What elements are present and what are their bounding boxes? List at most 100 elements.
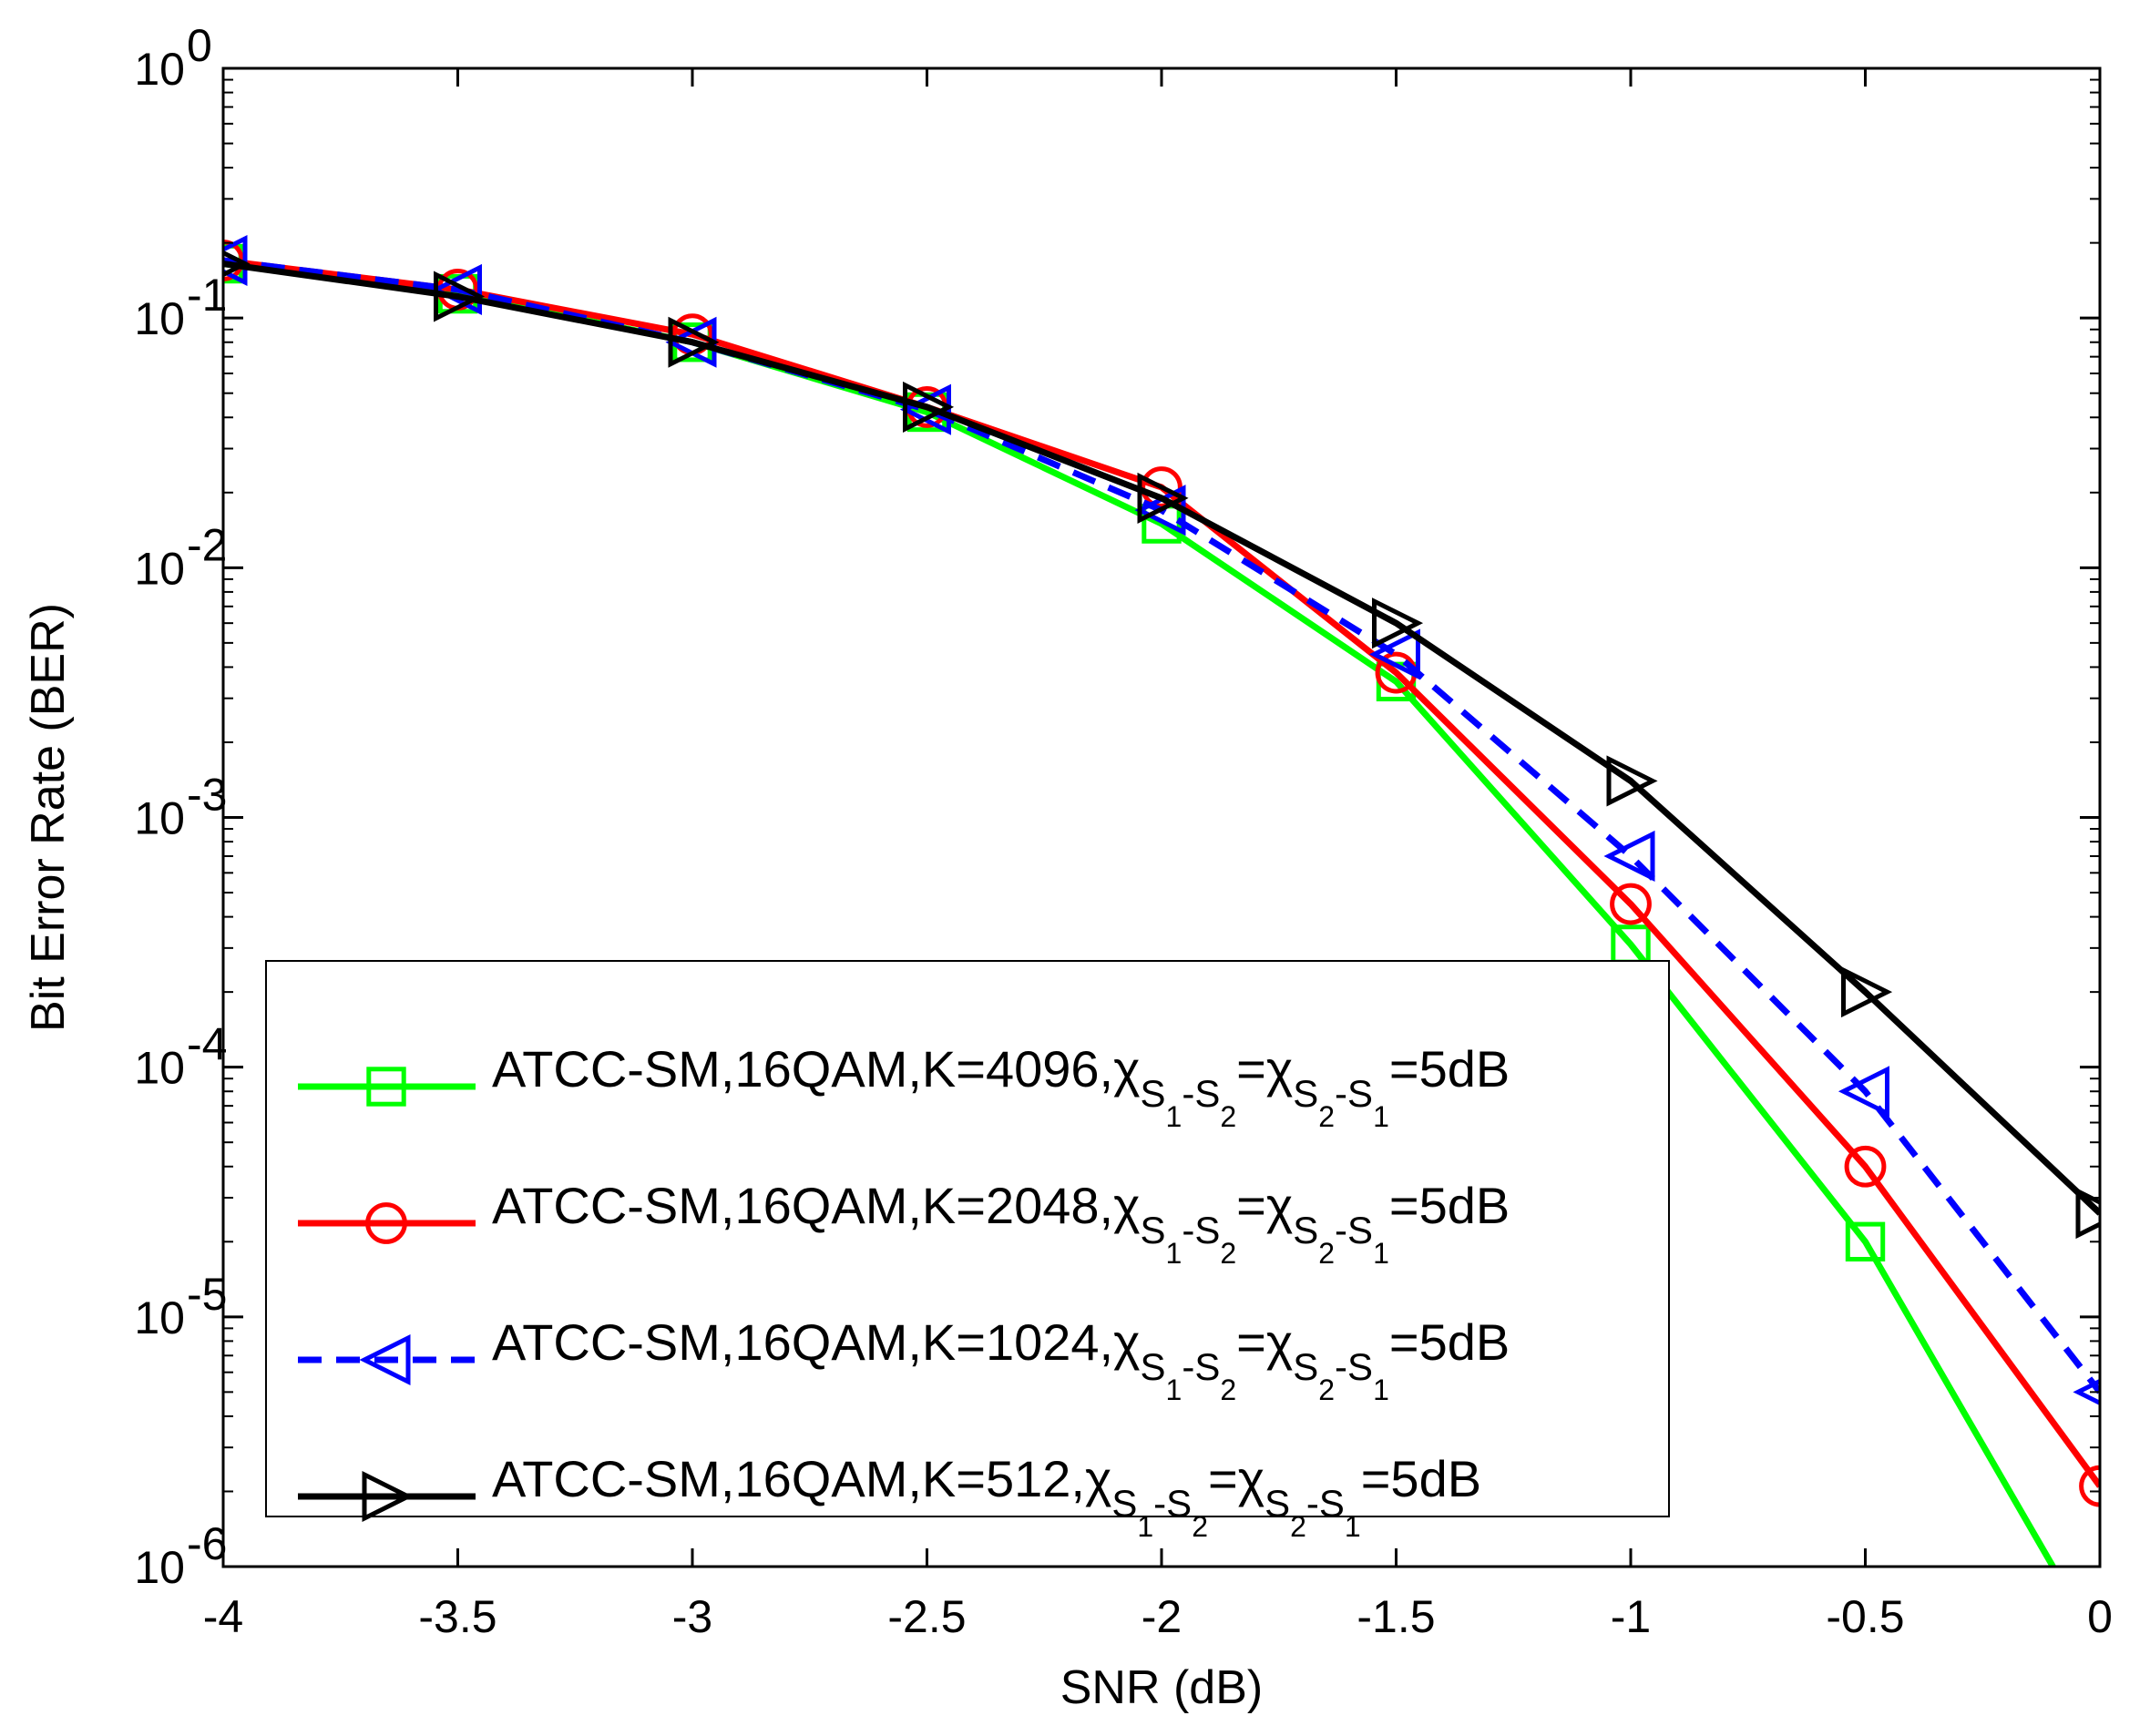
legend-main-text: ATCC-SM,16QAM,K=1024,: [492, 1313, 1113, 1371]
legend-sub-index: 1: [1166, 1100, 1182, 1133]
legend-equals: =: [1236, 1313, 1266, 1371]
y-axis-label: Bit Error Rate (BER): [22, 603, 75, 1032]
data-point-marker: [1841, 966, 1893, 1018]
x-tick-label: -2: [1142, 1591, 1182, 1642]
series-3: [223, 250, 2100, 1240]
legend-sub-s: S: [1166, 1482, 1192, 1525]
legend-sub-s: S: [1293, 1345, 1318, 1388]
legend-sub-dash: -: [1153, 1482, 1166, 1525]
data-point-marker: [223, 234, 248, 287]
legend-chi: χ: [1266, 1313, 1293, 1371]
legend-sub-index: 2: [1318, 1373, 1335, 1406]
y-tick-exponent: -6: [187, 1518, 227, 1569]
legend-box: [265, 960, 1670, 1517]
data-point-marker: [1137, 472, 1189, 524]
legend-sub-s: S: [1194, 1072, 1220, 1115]
legend-label: ATCC-SM,16QAM,K=2048,χS1-S2=χS2-S1=5dB: [492, 1177, 1510, 1270]
legend-sub-s: S: [1347, 1209, 1373, 1251]
y-tick-exponent: 0: [187, 20, 212, 71]
y-tick-exponent: -3: [187, 770, 227, 821]
legend-sub-s: S: [1293, 1072, 1318, 1115]
legend-sub-index: 2: [1220, 1237, 1236, 1270]
legend-sub-dash: -: [1306, 1482, 1319, 1525]
data-point-marker: [2075, 1188, 2100, 1240]
legend-sub-s: S: [1194, 1345, 1220, 1388]
data-point-marker: [1141, 466, 1182, 508]
x-tick-label: -0.5: [1826, 1591, 1904, 1642]
legend-sub-dash: -: [1335, 1072, 1347, 1115]
legend-marker: [362, 1470, 414, 1523]
legend-sub-index: 1: [1166, 1373, 1182, 1406]
y-tick-label: 10: [134, 1043, 185, 1094]
legend-label: ATCC-SM,16QAM,K=512,χS1-S2=χS2-S1=5dB: [492, 1450, 1481, 1543]
legend-sub-index: 1: [1373, 1100, 1389, 1133]
data-point-marker: [1603, 830, 1655, 883]
y-tick-exponent: -2: [187, 519, 227, 570]
x-tick-label: -4: [203, 1591, 243, 1642]
y-tick-label: 10: [134, 293, 185, 344]
legend-equals: =: [1236, 1177, 1266, 1234]
legend-sub-s: S: [1347, 1072, 1373, 1115]
data-point-marker: [1610, 883, 1652, 925]
x-tick-label: -2.5: [887, 1591, 966, 1642]
legend-entry-1: ATCC-SM,16QAM,K=2048,χS1-S2=χS2-S1=5dB: [298, 1177, 1510, 1270]
legend-sub-index: 1: [1166, 1237, 1182, 1270]
data-point-marker: [430, 263, 482, 315]
legend-sub-index: 2: [1318, 1100, 1335, 1133]
legend-sub-dash: -: [1182, 1072, 1194, 1115]
legend-label: ATCC-SM,16QAM,K=1024,χS1-S2=χS2-S1=5dB: [492, 1313, 1510, 1406]
legend-tail: =5dB: [1389, 1313, 1510, 1371]
y-tick-label: 10: [134, 44, 185, 95]
legend-sub-dash: -: [1335, 1209, 1347, 1251]
legend-chi: χ: [1266, 1040, 1293, 1098]
legend-marker: [366, 1067, 406, 1107]
x-tick-label: 0: [2087, 1591, 2113, 1642]
legend-sub-s: S: [1141, 1072, 1166, 1115]
legend-main-text: ATCC-SM,16QAM,K=4096,: [492, 1040, 1113, 1098]
data-point-marker: [1845, 1221, 1886, 1262]
x-tick-label: -3: [672, 1591, 712, 1642]
legend-sub-index: 1: [1373, 1237, 1389, 1270]
y-tick-exponent: -4: [187, 1019, 227, 1070]
legend-sub-s: S: [1293, 1209, 1318, 1251]
legend-main-text: ATCC-SM,16QAM,K=2048,: [492, 1177, 1113, 1234]
series-layer: [223, 234, 2100, 1567]
legend-main-text: ATCC-SM,16QAM,K=512,: [492, 1450, 1085, 1507]
y-tick-label: 10: [134, 1292, 185, 1343]
legend-entry-0: ATCC-SM,16QAM,K=4096,χS1-S2=χS2-S1=5dB: [298, 1040, 1510, 1133]
legend-entry-3: ATCC-SM,16QAM,K=512,χS1-S2=χS2-S1=5dB: [298, 1450, 1481, 1543]
legend-sub-dash: -: [1182, 1209, 1194, 1251]
legend-sub-dash: -: [1182, 1345, 1194, 1388]
legend-chi: χ: [1238, 1450, 1264, 1507]
y-tick-label: 10: [134, 543, 185, 594]
legend-sub-index: 2: [1220, 1373, 1236, 1406]
legend-chi: χ: [1085, 1450, 1111, 1507]
legend-sub-dash: -: [1335, 1345, 1347, 1388]
legend-sub-index: 1: [1373, 1373, 1389, 1406]
legend-sub-index: 1: [1345, 1510, 1361, 1543]
legend-chi: χ: [1113, 1040, 1140, 1098]
data-point-marker: [903, 381, 955, 433]
legend-chi: χ: [1113, 1177, 1140, 1234]
legend-entry-2: ATCC-SM,16QAM,K=1024,χS1-S2=χS2-S1=5dB: [298, 1313, 1510, 1406]
legend-sub-index: 1: [1137, 1510, 1153, 1543]
x-tick-label: -1.5: [1357, 1591, 1435, 1642]
legend-sub-s: S: [1264, 1482, 1290, 1525]
legend-tail: =5dB: [1361, 1450, 1481, 1507]
legend-sub-index: 2: [1220, 1100, 1236, 1133]
x-tick-label: -1: [1611, 1591, 1651, 1642]
legend-equals: =: [1236, 1040, 1266, 1098]
legend: ATCC-SM,16QAM,K=4096,χS1-S2=χS2-S1=5dBAT…: [265, 960, 1670, 1543]
x-axis-label: SNR (dB): [1060, 1661, 1263, 1714]
legend-sub-index: 2: [1318, 1237, 1335, 1270]
data-point-marker: [1844, 1145, 1887, 1188]
legend-marker: [365, 1202, 407, 1244]
series-line: [223, 260, 2100, 1216]
legend-sub-index: 2: [1192, 1510, 1208, 1543]
y-tick-label: 10: [134, 793, 185, 844]
data-point-marker: [1368, 628, 1420, 680]
data-point-marker: [1372, 597, 1424, 649]
data-point-marker: [434, 271, 486, 322]
